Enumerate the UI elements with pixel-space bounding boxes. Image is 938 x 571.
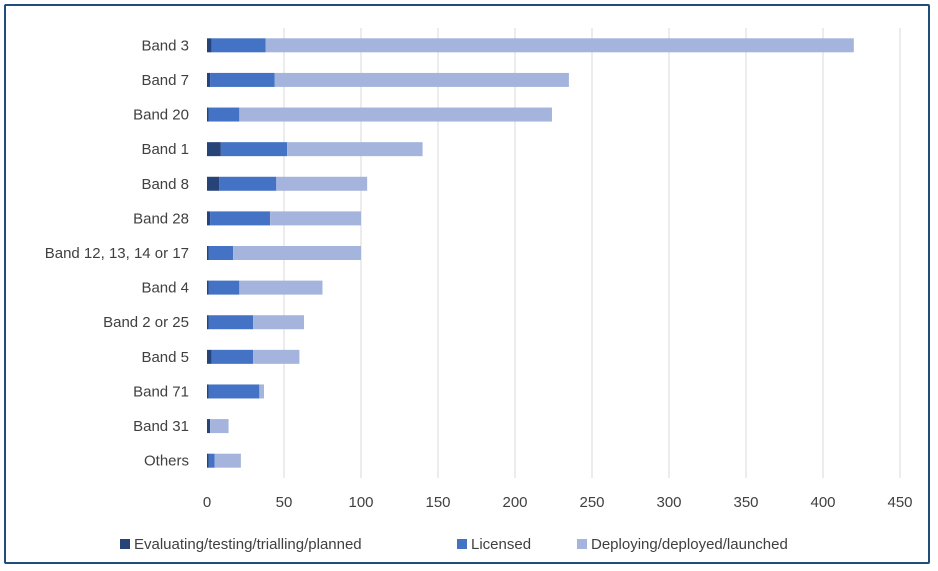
category-label: Band 71 xyxy=(133,383,189,400)
bar-segment xyxy=(207,280,209,295)
bar-segment xyxy=(253,315,305,330)
category-label: Band 4 xyxy=(141,280,189,297)
bar-segment xyxy=(208,315,254,330)
x-tick-label: 300 xyxy=(656,494,681,511)
bar-segment xyxy=(207,315,209,330)
bar-segment xyxy=(210,72,275,87)
chart-frame xyxy=(4,4,930,564)
x-tick-label: 200 xyxy=(502,494,527,511)
category-labels: Band 3 Band 7 Band 20 Band 1 Band 8 Band 28 Ba… xyxy=(45,37,189,469)
bar-segment xyxy=(207,419,211,434)
x-tick-label: 100 xyxy=(348,494,373,511)
category-label: Band 2 or 25 xyxy=(103,314,189,331)
bar-segment xyxy=(208,384,260,399)
x-tick-label: 0 xyxy=(203,494,211,511)
bar-segment xyxy=(239,107,552,122)
bar-segment xyxy=(274,72,569,87)
x-tick-label: 250 xyxy=(579,494,604,511)
bar-segment xyxy=(210,211,271,226)
bar-segment xyxy=(207,246,209,260)
bar-segment xyxy=(208,453,215,468)
category-label: Others xyxy=(144,453,189,470)
category-label: Band 8 xyxy=(141,176,189,193)
category-label: Band 20 xyxy=(133,107,189,124)
bar-segment xyxy=(219,176,277,191)
bar-segment xyxy=(270,211,361,226)
bar-segment xyxy=(208,246,234,260)
bar-segment xyxy=(207,142,221,157)
bar-segment xyxy=(207,176,220,191)
legend-label: Evaluating/testing/trialling/planned xyxy=(134,536,362,553)
bar-segment xyxy=(207,349,212,364)
category-label: Band 12, 13, 14 or 17 xyxy=(45,245,189,262)
category-label: Band 7 xyxy=(141,72,189,89)
bar-segment xyxy=(233,246,361,260)
bar-segment xyxy=(207,453,209,468)
category-label: Band 3 xyxy=(141,37,189,54)
bar-segment xyxy=(211,38,266,53)
x-tick-label: 450 xyxy=(887,494,912,511)
bar-segment xyxy=(208,280,240,295)
x-tick-label: 50 xyxy=(276,494,293,511)
legend-label: Licensed xyxy=(471,536,531,553)
legend-swatch xyxy=(577,539,587,549)
category-label: Band 31 xyxy=(133,418,189,435)
x-tick-label: 350 xyxy=(733,494,758,511)
bar-segment xyxy=(207,211,211,226)
legend-swatch xyxy=(120,539,130,549)
bar-segment xyxy=(239,280,323,295)
bar-segment xyxy=(259,384,264,399)
legend-label: Deploying/deployed/launched xyxy=(591,536,788,553)
bar-segment xyxy=(211,349,254,364)
legend: Evaluating/testing/trialling/planned Lice… xyxy=(120,536,788,553)
bar-segment xyxy=(214,453,241,468)
bar-segment xyxy=(287,142,423,157)
bar-segment xyxy=(253,349,300,364)
bar-segment xyxy=(207,107,209,122)
category-label: Band 28 xyxy=(133,210,189,227)
bar-segment xyxy=(265,38,854,53)
x-tick-label: 150 xyxy=(425,494,450,511)
bar-segment xyxy=(207,384,209,399)
category-label: Band 5 xyxy=(141,349,189,366)
grid-lines xyxy=(283,28,901,478)
bar-segment xyxy=(208,107,240,122)
bar-segment xyxy=(276,176,368,191)
x-tick-labels: 0 50 100 150 200 250 300 350 400 450 xyxy=(203,494,913,511)
bar-segment xyxy=(220,142,288,157)
bars xyxy=(207,38,854,468)
category-label: Band 1 xyxy=(141,141,189,158)
x-tick-label: 400 xyxy=(810,494,835,511)
bar-segment xyxy=(207,72,211,87)
bar-segment xyxy=(207,38,212,53)
legend-swatch xyxy=(457,539,467,549)
bar-segment xyxy=(210,419,229,434)
